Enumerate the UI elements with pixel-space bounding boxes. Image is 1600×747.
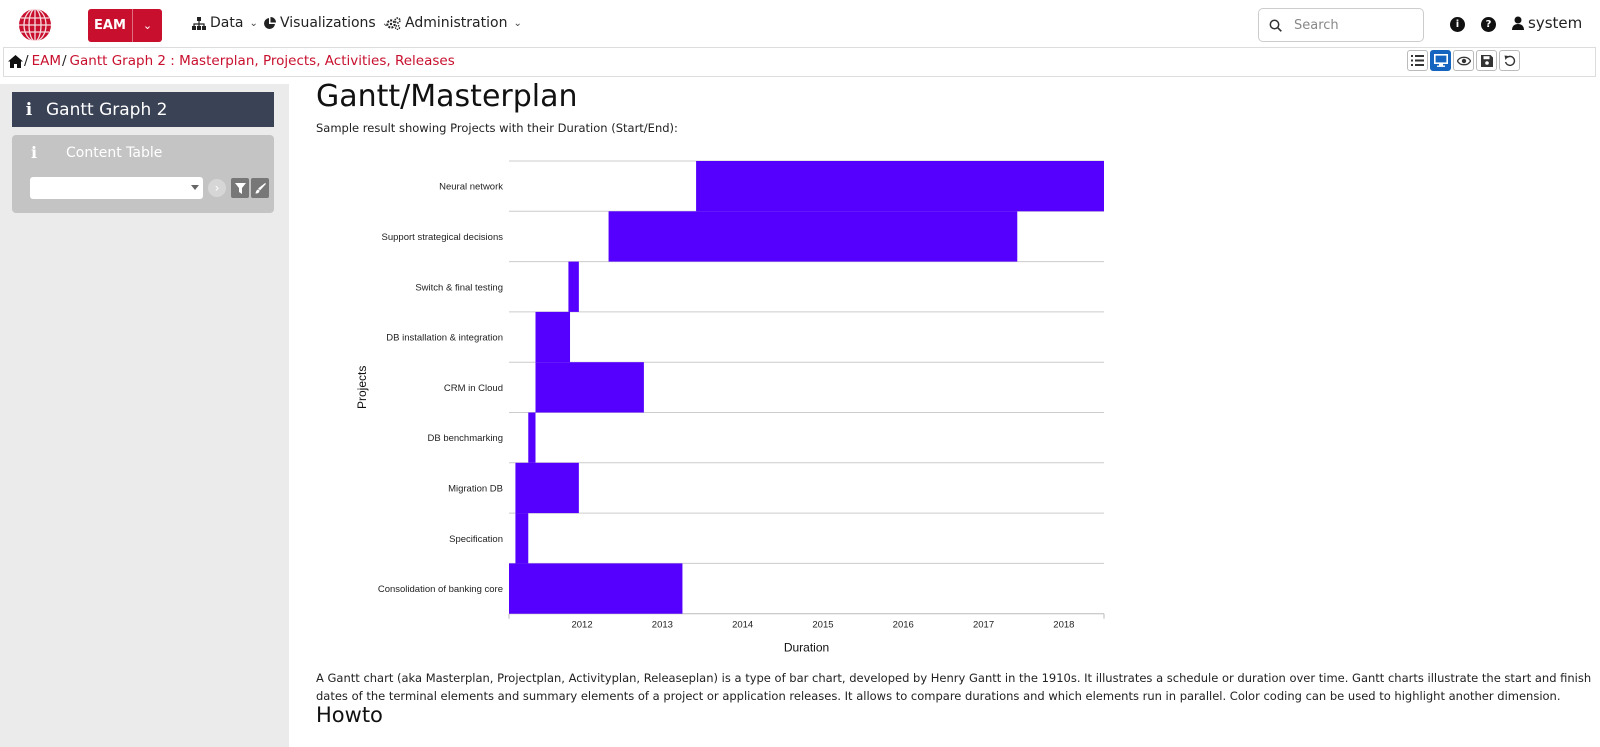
main-content: Gantt/Masterplan Sample result showing P… (316, 78, 1596, 747)
gantt-bar (509, 563, 683, 614)
chevron-down-icon[interactable]: ⌄ (132, 9, 162, 42)
gantt-bar (515, 513, 529, 564)
y-axis-title: Projects (355, 366, 369, 409)
y-tick-label: Migration DB (448, 483, 503, 494)
sidebar-title: i Gantt Graph 2 (12, 92, 274, 127)
x-tick-label: 2016 (893, 620, 914, 631)
preview-button[interactable] (1453, 50, 1474, 71)
menu-administration-label: Administration (405, 15, 508, 31)
y-tick-label: Neural network (439, 182, 503, 193)
app-switch-button[interactable]: EAM ⌄ (88, 9, 162, 42)
sitemap-icon (192, 16, 206, 30)
gantt-bar (535, 362, 644, 413)
cogs-icon (386, 16, 401, 30)
y-tick-label: DB installation & integration (386, 333, 503, 344)
pie-chart-icon (264, 16, 276, 29)
gantt-bar (568, 261, 579, 312)
menu-administration[interactable]: Administration ⌄ (386, 15, 522, 31)
info-icon: i (30, 143, 38, 162)
content-table-panel: i Content Table › (12, 135, 274, 213)
gantt-bar (535, 311, 571, 363)
brush-button[interactable] (251, 178, 269, 198)
y-tick-label: DB benchmarking (427, 433, 503, 444)
x-tick-label: 2012 (571, 620, 592, 631)
save-icon (1480, 54, 1493, 67)
x-axis-title: Duration (784, 641, 829, 655)
app-logo[interactable] (18, 8, 52, 42)
menu-visualizations-label: Visualizations (280, 15, 376, 31)
content-table-header[interactable]: i Content Table (12, 143, 162, 162)
list-view-button[interactable] (1407, 50, 1428, 71)
caret-down-icon (191, 185, 199, 190)
y-tick-label: Consolidation of banking core (378, 584, 503, 595)
gantt-bar (528, 412, 536, 463)
reset-button[interactable] (1499, 50, 1520, 71)
list-icon (1411, 55, 1424, 66)
menu-data[interactable]: Data ⌄ (192, 15, 258, 31)
chevron-down-icon: ⌄ (381, 17, 391, 29)
menu-data-label: Data (210, 15, 244, 31)
user-icon (1512, 16, 1524, 30)
help-icon[interactable]: ? (1481, 17, 1496, 32)
breadcrumb: / EAM / Gantt Graph 2 : Masterplan, Proj… (8, 53, 455, 69)
info-icon: i (25, 99, 33, 120)
breadcrumb-link-current[interactable]: Gantt Graph 2 : Masterplan, Projects, Ac… (69, 53, 455, 69)
chevron-down-icon: ⌄ (249, 17, 258, 29)
presentation-view-button[interactable] (1430, 50, 1451, 71)
menu-visualizations[interactable]: Visualizations ⌄ (263, 15, 390, 31)
y-tick-label: Switch & final testing (415, 282, 503, 293)
content-table-select[interactable] (30, 177, 203, 199)
brush-icon (255, 182, 266, 193)
x-tick-label: 2018 (1053, 620, 1074, 631)
home-icon[interactable] (8, 54, 23, 68)
search-input[interactable] (1294, 17, 1414, 33)
howto-heading: Howto (316, 703, 383, 727)
sidebar-title-label: Gantt Graph 2 (46, 99, 168, 120)
gantt-bar (515, 462, 579, 514)
view-toolbar (1407, 50, 1520, 71)
search-icon (1269, 19, 1282, 32)
app-switch-label: EAM (94, 18, 126, 33)
breadcrumb-separator: / (61, 53, 67, 69)
gantt-description: A Gantt chart (aka Masterplan, Projectpl… (316, 671, 1592, 703)
gantt-chart: Neural network Support strategical decisi… (355, 160, 1105, 655)
content-table-label: Content Table (66, 144, 163, 161)
x-tick-label: 2013 (652, 620, 673, 631)
sidebar: i Gantt Graph 2 i Content Table › (0, 84, 289, 747)
page-title: Gantt/Masterplan (316, 79, 578, 114)
y-tick-label: CRM in Cloud (444, 383, 503, 394)
user-menu[interactable]: system (1512, 14, 1582, 32)
chevron-down-icon: ⌄ (513, 17, 522, 29)
gantt-bar (696, 161, 1104, 212)
filter-button[interactable] (231, 178, 249, 198)
page-subtitle: Sample result showing Projects with thei… (316, 121, 678, 135)
y-tick-label: Specification (449, 534, 503, 545)
x-tick-label: 2015 (812, 620, 833, 631)
user-name: system (1528, 14, 1583, 32)
desktop-icon (1433, 54, 1448, 67)
breadcrumb-separator: / (24, 53, 29, 69)
breadcrumb-link-eam[interactable]: EAM (31, 53, 61, 69)
go-button[interactable]: › (208, 179, 226, 197)
undo-icon (1504, 55, 1515, 66)
y-tick-label: Support strategical decisions (382, 232, 504, 243)
filter-icon (234, 182, 246, 194)
top-navbar: EAM ⌄ Data ⌄ Visualizations ⌄ Administra… (0, 0, 1600, 48)
breadcrumb-bar: / EAM / Gantt Graph 2 : Masterplan, Proj… (3, 47, 1596, 77)
info-icon[interactable]: i (1450, 17, 1465, 32)
save-button[interactable] (1476, 50, 1497, 71)
gantt-bar (608, 211, 1018, 262)
search-box[interactable] (1258, 8, 1424, 42)
x-tick-label: 2017 (973, 620, 994, 631)
eye-icon (1456, 56, 1471, 65)
x-tick-label: 2014 (732, 620, 753, 631)
